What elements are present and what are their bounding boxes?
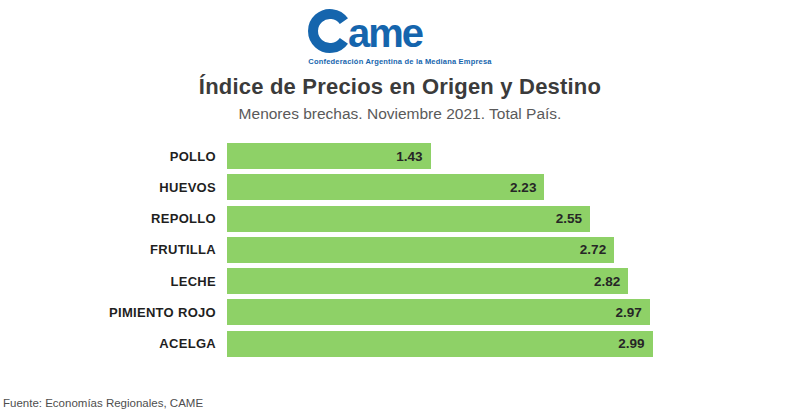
logo-wordmark-tail: ame: [348, 11, 423, 55]
bar: 1.43: [227, 143, 431, 169]
bar: 2.72: [227, 237, 614, 263]
value-label: 2.82: [594, 274, 628, 289]
chart-row: HUEVOS 2.23: [0, 174, 654, 200]
bar-chart: POLLO 1.43 HUEVOS 2.23 REPOLLO 2.55 FRUTILLA 2.…: [0, 143, 654, 357]
category-label: LECHE: [0, 274, 227, 289]
value-label: 2.55: [556, 211, 590, 226]
value-label: 2.72: [580, 242, 614, 257]
chart-row: FRUTILLA 2.72: [0, 237, 654, 263]
value-label: 1.43: [396, 149, 430, 164]
category-label: HUEVOS: [0, 180, 227, 195]
category-label: REPOLLO: [0, 211, 227, 226]
value-label: 2.23: [510, 180, 544, 195]
bar-area: 2.97: [227, 299, 654, 325]
bar: 2.82: [227, 268, 628, 294]
chart-row: PIMIENTO ROJO 2.97: [0, 299, 654, 325]
chart-row: REPOLLO 2.55: [0, 206, 654, 232]
category-label: FRUTILLA: [0, 242, 227, 257]
bar-area: 2.99: [227, 331, 654, 357]
bar: 2.97: [227, 299, 650, 325]
logo-c-icon: [313, 14, 344, 48]
category-label: PIMIENTO ROJO: [0, 305, 227, 320]
bar: 2.23: [227, 174, 544, 200]
category-label: ACELGA: [0, 336, 227, 351]
chart-row: LECHE 2.82: [0, 268, 654, 294]
infographic-page: ame Confederación Argentina de la Median…: [0, 0, 800, 414]
came-logo: ame Confederación Argentina de la Median…: [0, 3, 800, 69]
chart-row: ACELGA 2.99: [0, 331, 654, 357]
value-label: 2.99: [618, 336, 652, 351]
bar-area: 2.23: [227, 174, 654, 200]
bar-area: 1.43: [227, 143, 654, 169]
bar: 2.99: [227, 331, 653, 357]
category-label: POLLO: [0, 149, 227, 164]
bar: 2.55: [227, 206, 590, 232]
page-subtitle: Menores brechas. Noviembre 2021. Total P…: [0, 105, 800, 123]
value-label: 2.97: [615, 305, 649, 320]
chart-row: POLLO 1.43: [0, 143, 654, 169]
bar-area: 2.55: [227, 206, 654, 232]
bar-area: 2.72: [227, 237, 654, 263]
page-title: Índice de Precios en Origen y Destino: [0, 74, 800, 100]
source-note: Fuente: Economías Regionales, CAME: [3, 397, 203, 409]
bar-area: 2.82: [227, 268, 654, 294]
logo-tagline: Confederación Argentina de la Mediana Em…: [308, 57, 492, 66]
came-logo-graphic: ame Confederación Argentina de la Median…: [305, 3, 495, 69]
